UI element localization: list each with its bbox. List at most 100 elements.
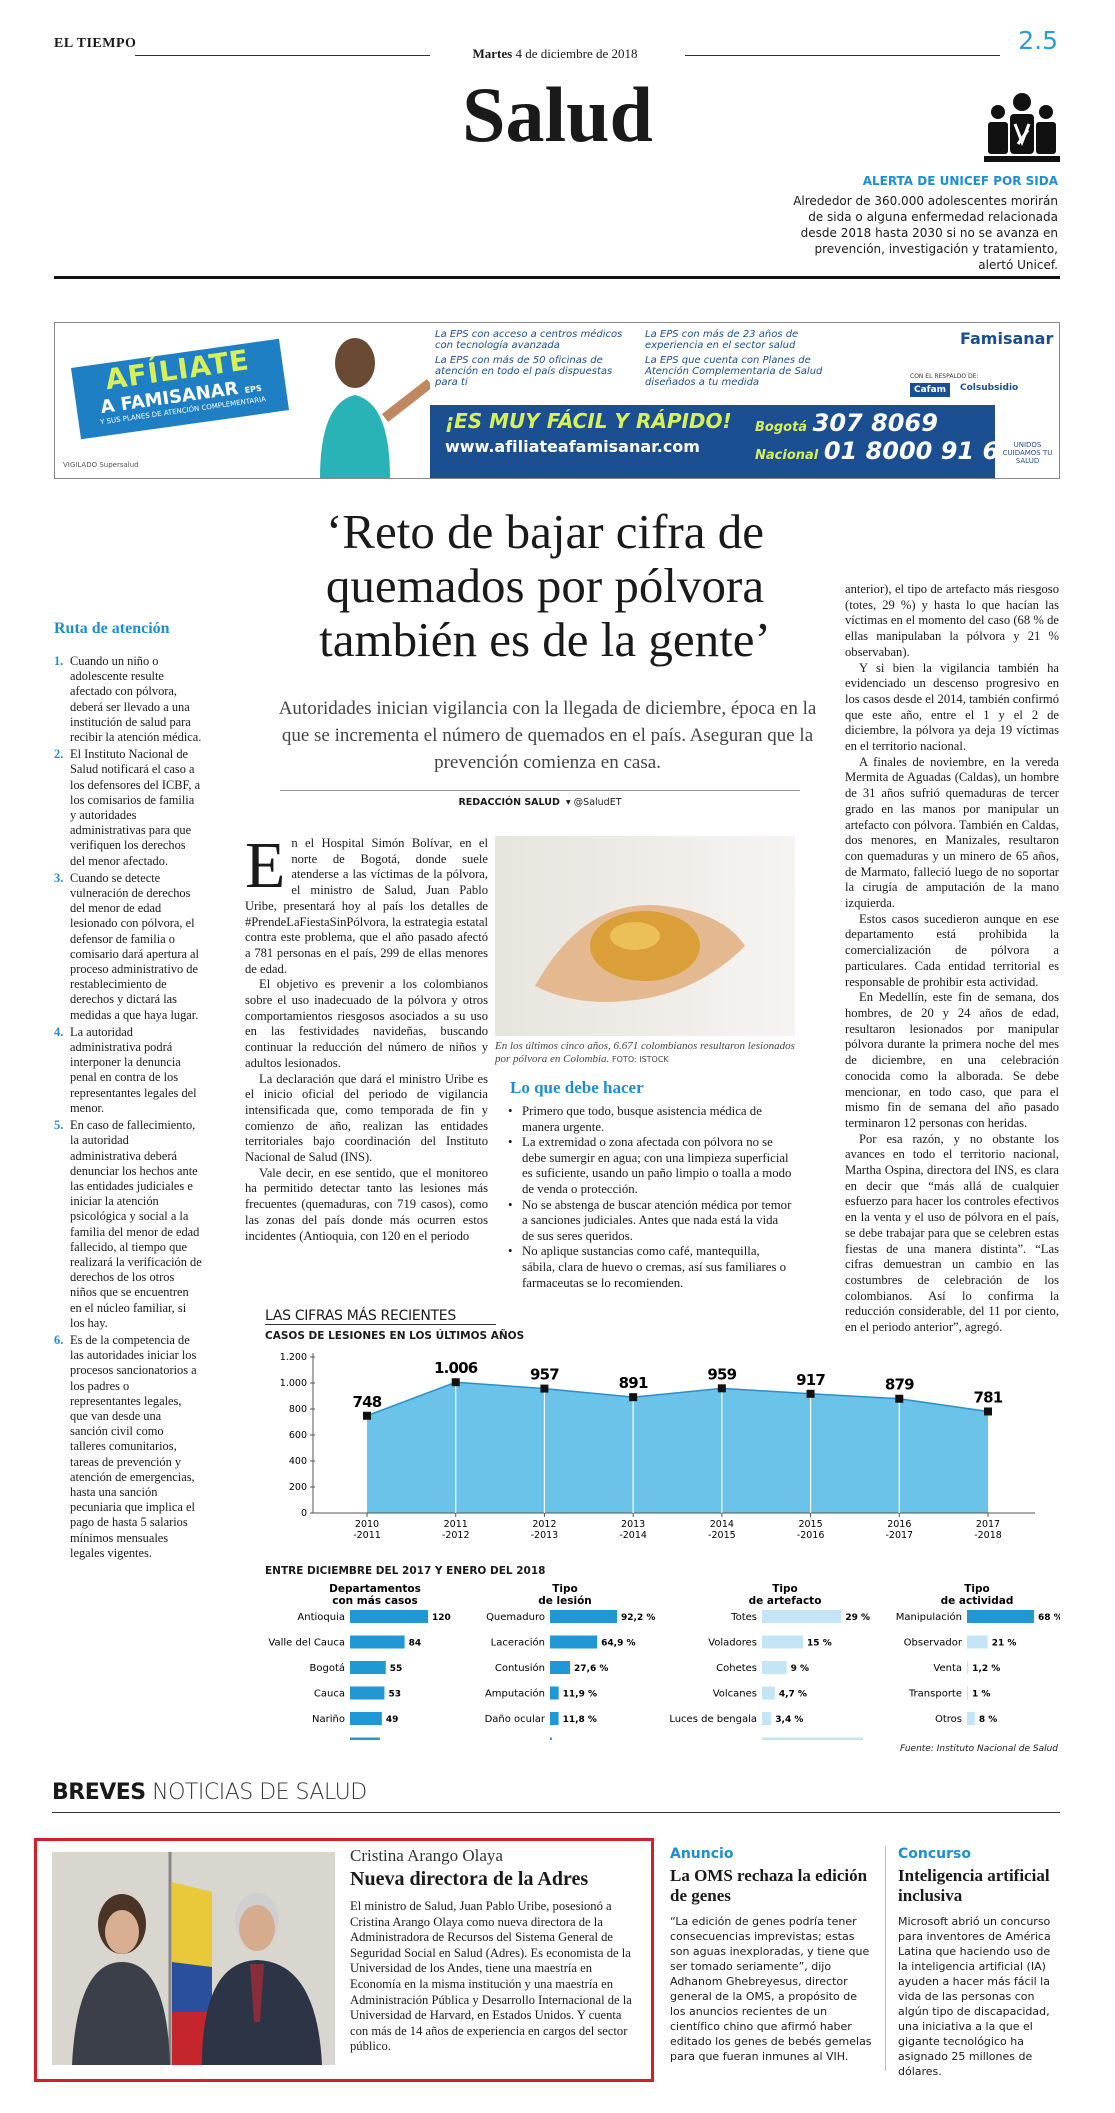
bullet-text: La extremidad o zona afectada con pólvor… (522, 1135, 792, 1196)
source-label: Fuente: (900, 1744, 934, 1754)
ad-person (320, 338, 430, 478)
point (540, 1384, 549, 1393)
breve-title: Inteligencia artificial inclusiva (898, 1866, 1050, 1905)
bar-value: 21 % (992, 1639, 1017, 1649)
breve: Cristina Arango Olaya Nueva directora de … (350, 1846, 640, 2055)
article-column: En el Hospital Simón Bolívar, en el nort… (245, 829, 488, 1244)
bar-label: Laceración (491, 1637, 545, 1649)
twitter: @SaludET (573, 797, 622, 808)
headline: ‘Reto de bajar cifra de quemados por pól… (319, 504, 771, 667)
item-text: El Instituto Nacional de Salud notificar… (70, 747, 201, 868)
value-label: 781 (974, 1388, 1003, 1406)
bar-value: 29 % (845, 1613, 870, 1623)
point (806, 1389, 815, 1398)
bar (967, 1686, 968, 1700)
x-tick-label: 2017 (976, 1519, 1000, 1530)
breve-title: Nueva directora de la Adres (350, 1868, 589, 1890)
bar-label: Nariño (312, 1714, 345, 1725)
x-tick-label: -2016 (797, 1530, 825, 1541)
x-tick-label: 2014 (710, 1519, 734, 1530)
infographic-title: LAS CIFRAS MÁS RECIENTES (265, 1308, 496, 1325)
bar-value: 64,9 % (601, 1639, 635, 1649)
box-list: • Primero que todo, busque asistencia méd… (508, 1104, 793, 1291)
bar-label: Cauca (314, 1689, 345, 1700)
list-item: 2. El Instituto Nacional de Salud notific… (54, 747, 202, 869)
breve-kicker: Cristina Arango Olaya (350, 1846, 503, 1865)
bar-chart-title: Tipo (772, 1583, 798, 1595)
breve-text: El ministro de Salud, Juan Pablo Uribe, … (350, 1899, 632, 2054)
bar (550, 1712, 559, 1725)
bar-value: 27,6 % (574, 1664, 608, 1674)
section-title: Salud (462, 71, 653, 158)
subhead: Autoridades inician vigilancia con la ll… (278, 698, 817, 773)
bar-value: 68 % (1038, 1613, 1060, 1623)
bar (350, 1635, 405, 1649)
aids-icon (984, 93, 1060, 162)
bar-label: Quemaduro (486, 1612, 545, 1623)
paragraph: En el Hospital Simón Bolívar, en el nort… (245, 829, 488, 976)
point (984, 1407, 992, 1416)
value-label: 917 (796, 1371, 825, 1389)
bar-value: 92,2 % (621, 1613, 655, 1623)
paragraph: El objetivo es prevenir a los colombiano… (245, 977, 488, 1070)
breves-label-rest: NOTICIAS DE SALUD (152, 1780, 367, 1805)
bar-value: 1 % (972, 1690, 990, 1700)
bar (350, 1737, 380, 1740)
bar-label: Valle del Cauca (268, 1638, 345, 1649)
bar-label: Observador (904, 1638, 963, 1649)
ad-city: Nacional (755, 448, 819, 463)
photo-credit: FOTO: ISTOCK (612, 1055, 669, 1064)
bar (350, 1610, 428, 1623)
y-tick-label: 1.200 (280, 1352, 307, 1363)
bar-value: 120 (432, 1613, 451, 1623)
x-tick-label: 2012 (532, 1519, 556, 1530)
bar-value: 1,2 % (972, 1664, 1000, 1674)
ad-backing: CON EL RESPALDO DE: (910, 373, 979, 380)
bar-label: Contusión (495, 1662, 545, 1674)
point (629, 1393, 638, 1402)
bar (967, 1661, 969, 1674)
y-tick-label: 0 (301, 1508, 307, 1519)
rule (54, 276, 1060, 279)
bar (762, 1737, 863, 1740)
bar-label: Totes (730, 1612, 757, 1623)
breve-text: Microsoft abrió un concurso para invento… (898, 1915, 1051, 2078)
paragraph: Y si bien la vigilancia también ha evide… (845, 660, 1059, 754)
breves-header: BREVES NOTICIAS DE SALUD (52, 1780, 367, 1805)
bar (967, 1635, 988, 1649)
paragraph: Por esa razón, y no obstante los avances… (845, 1131, 1059, 1335)
paragraph: Vale decir, en ese sentido, que el monit… (245, 1165, 488, 1243)
value-label: 959 (707, 1365, 736, 1383)
x-tick-label: 2010 (355, 1519, 379, 1530)
ad-eps: EPS (244, 383, 263, 395)
x-tick-label: 2013 (621, 1519, 645, 1530)
item-number: 3. (54, 870, 64, 885)
bullet-text: Primero que todo, busque asistencia médi… (522, 1104, 762, 1134)
item-text: En caso de fallecimiento, la autoridad a… (70, 1118, 202, 1330)
box-title: Lo que debe hacer (510, 1078, 644, 1097)
bullet: • (508, 1197, 513, 1212)
y-tick-label: 400 (289, 1456, 307, 1467)
ad-bullet: La EPS con más de 23 años de experiencia… (645, 329, 799, 351)
ad-partner: Colsubsidio (960, 383, 1019, 393)
bar-value: 55 (390, 1664, 403, 1674)
bar-value: 3,4 % (775, 1715, 803, 1725)
breve-kicker: Concurso (898, 1846, 971, 1862)
bar-value: 4,7 % (779, 1690, 807, 1700)
item-number: 4. (54, 1024, 64, 1039)
bar (967, 1610, 1034, 1623)
ad-bullet: La EPS con más de 50 oficinas de atenció… (435, 355, 613, 388)
byline: REDACCIÓN SALUD ▾ @SaludET (458, 797, 622, 808)
breve-kicker: Anuncio (670, 1846, 734, 1862)
bar (550, 1661, 571, 1674)
bullet-item: • No aplique sustancias como café, manteq… (508, 1244, 793, 1291)
list-item: 6. Es de la competencia de las autoridade… (54, 1333, 202, 1561)
bar (550, 1737, 552, 1740)
y-tick-label: 600 (289, 1430, 307, 1441)
bar-chart-title: Departamentos (329, 1583, 421, 1595)
bar-label: Otros (730, 1740, 757, 1741)
article-column: anterior), el tipo de artefacto más ries… (845, 582, 1059, 1336)
bar-label: Amputación (485, 1688, 545, 1700)
